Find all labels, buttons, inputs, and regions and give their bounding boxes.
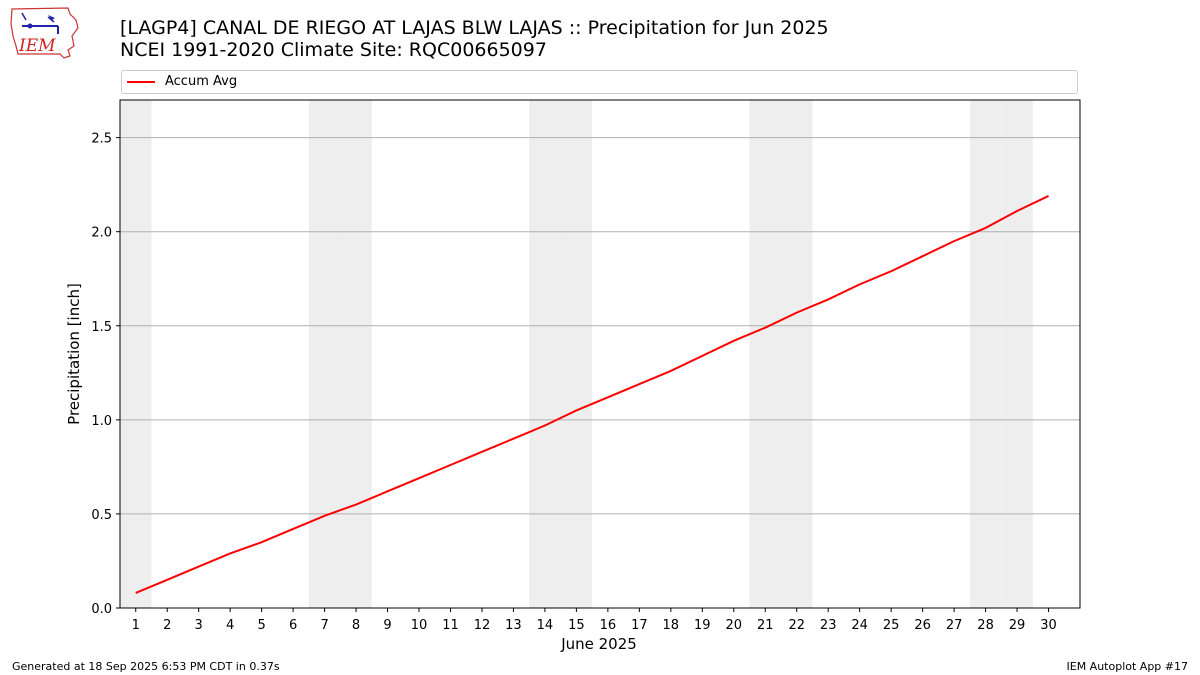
logo-text: IEM: [18, 36, 56, 56]
x-tick-label: 27: [946, 618, 963, 633]
x-tick-label: 21: [757, 618, 774, 633]
x-tick-label: 7: [320, 618, 328, 633]
footer-app: IEM Autoplot App #17: [1066, 660, 1189, 673]
x-tick-label: 20: [725, 618, 742, 633]
weekend-shading: [120, 100, 1033, 608]
weekend-band-8: [340, 100, 372, 608]
y-axis-label: Precipitation [inch]: [65, 283, 83, 425]
weekend-band-15: [560, 100, 593, 608]
x-tick-label: 5: [257, 618, 265, 633]
weekend-band-21: [749, 100, 781, 608]
x-tick-label: 1: [132, 618, 140, 633]
legend-swatch-accum-avg: [127, 81, 155, 83]
chart-title-line2: NCEI 1991-2020 Climate Site: RQC00665097: [120, 39, 547, 61]
legend-label-accum-avg: Accum Avg: [165, 74, 238, 89]
series-line-accum-avg: [135, 195, 1049, 594]
series-lines: [135, 195, 1049, 594]
x-tick-label: 4: [226, 618, 234, 633]
x-tick-label: 26: [914, 618, 931, 633]
x-tick-label: 12: [474, 618, 491, 633]
y-tick-label: 1.5: [91, 320, 112, 335]
iem-logo: IEM: [8, 6, 80, 60]
x-tick-label: 3: [195, 618, 203, 633]
x-tick-label: 28: [977, 618, 994, 633]
weekend-band-7: [308, 100, 341, 608]
iem-iowa-logo-icon: IEM: [10, 7, 79, 59]
x-tick-label: 13: [505, 618, 522, 633]
x-tick-label: 10: [411, 618, 428, 633]
x-axis-label: June 2025: [560, 635, 637, 653]
weekend-band-1: [120, 100, 152, 608]
x-tick-label: 23: [820, 618, 837, 633]
y-axis-ticks: 0.0 0.5 1.0 1.5 2.0 2.5: [91, 132, 120, 617]
y-tick-label: 2.0: [91, 226, 112, 241]
x-tick-label: 29: [1009, 618, 1026, 633]
x-tick-label: 24: [851, 618, 868, 633]
y-gridlines: [120, 137, 1080, 515]
x-axis-ticks: 1 2 3 4 5 6 7 8 9 10 11 12 13 14 15 16 17 18 19 20 21 22 23 24 2…: [132, 608, 1057, 633]
weekend-band-29: [1001, 100, 1033, 608]
x-tick-label: 19: [694, 618, 711, 633]
x-tick-label: 9: [383, 618, 391, 633]
x-tick-label: 22: [788, 618, 805, 633]
x-tick-label: 14: [537, 618, 554, 633]
y-tick-label: 1.0: [91, 414, 112, 429]
legend: Accum Avg: [121, 70, 1078, 94]
plot-frame: [119, 99, 1081, 609]
footer-generated: Generated at 18 Sep 2025 6:53 PM CDT in …: [12, 660, 280, 673]
x-tick-label: 16: [600, 618, 617, 633]
x-tick-label: 15: [568, 618, 585, 633]
x-tick-label: 6: [289, 618, 297, 633]
x-tick-label: 18: [663, 618, 680, 633]
x-tick-label: 8: [352, 618, 360, 633]
x-tick-label: 2: [163, 618, 171, 633]
chart-title-line1: [LAGP4] CANAL DE RIEGO AT LAJAS BLW LAJA…: [120, 17, 829, 39]
x-tick-label: 30: [1040, 618, 1057, 633]
weekend-band-22: [780, 100, 813, 608]
weekend-band-28: [969, 100, 1002, 608]
weekend-band-14: [529, 100, 561, 608]
y-tick-label: 0.0: [91, 602, 112, 617]
y-tick-label: 2.5: [91, 132, 112, 147]
x-tick-label: 25: [883, 618, 900, 633]
x-tick-label: 11: [442, 618, 459, 633]
x-tick-label: 17: [631, 618, 648, 633]
y-tick-label: 0.5: [91, 508, 112, 523]
